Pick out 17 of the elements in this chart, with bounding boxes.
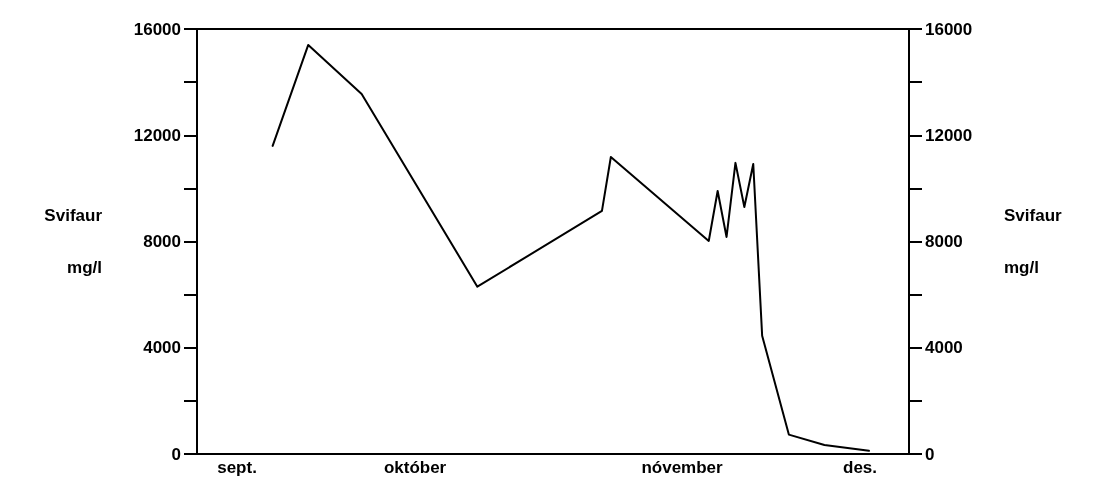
y2-tick-label: 16000 [925, 19, 973, 39]
x-tick-label: des. [843, 458, 878, 477]
y-tick-label: 16000 [133, 19, 181, 39]
line-series [271, 43, 870, 452]
y2-tick-label: 12000 [925, 125, 973, 145]
y-tick-label: 8000 [143, 232, 181, 251]
x-tick-label: október [383, 458, 447, 477]
y-tick-label: 12000 [133, 125, 181, 145]
y-tick-label: 0 [171, 444, 181, 464]
y2-tick-label: 0 [925, 444, 935, 464]
y-tick-label: 4000 [143, 338, 181, 358]
x-tick-label: nóvember [641, 458, 724, 477]
text: Svifaur mg/l [44, 206, 102, 277]
y2-tick-label: 4000 [925, 338, 963, 358]
text: Svifaur mg/l [1004, 206, 1062, 277]
x-tick-label: sept. [217, 458, 257, 477]
y2-tick-label: 8000 [925, 232, 963, 251]
